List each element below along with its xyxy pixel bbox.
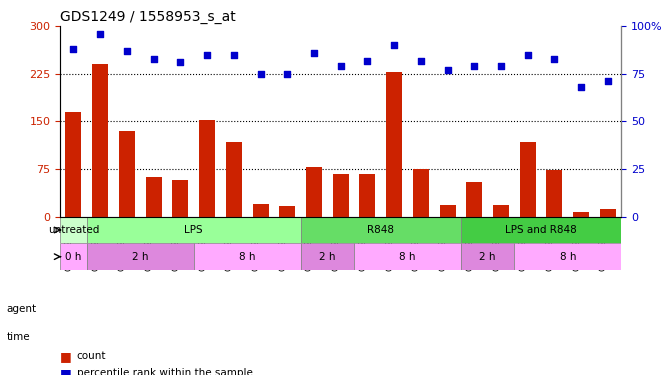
Point [228,52,239,58]
FancyBboxPatch shape [354,243,461,270]
Point [202,52,212,58]
Text: count: count [77,351,106,361]
Text: 8 h: 8 h [399,252,415,262]
Bar [146,177,162,217]
FancyBboxPatch shape [301,243,354,270]
Bar [440,205,456,217]
Text: LPS and R848: LPS and R848 [505,225,577,235]
Bar [466,182,482,217]
FancyBboxPatch shape [87,217,301,243]
Bar [279,206,295,217]
Bar [65,112,81,217]
Point [309,50,319,56]
Bar [600,209,616,217]
Point [175,59,186,65]
Text: percentile rank within the sample: percentile rank within the sample [77,368,253,375]
Text: 2 h: 2 h [319,252,335,262]
Point [282,71,293,77]
FancyBboxPatch shape [60,243,87,270]
Bar [119,131,135,217]
Point [389,42,399,48]
Bar [493,205,509,217]
FancyBboxPatch shape [301,217,461,243]
Point [603,78,613,84]
Text: R848: R848 [367,225,394,235]
Text: ■: ■ [60,367,72,375]
Point [576,84,587,90]
Text: GDS1249 / 1558953_s_at: GDS1249 / 1558953_s_at [60,10,236,24]
Bar [386,72,402,217]
Bar [199,120,215,217]
FancyBboxPatch shape [194,243,301,270]
Point [122,48,132,54]
Bar [306,167,322,217]
Point [335,63,346,69]
Text: 2 h: 2 h [480,252,496,262]
Bar [226,142,242,217]
Bar [413,169,429,217]
FancyBboxPatch shape [87,243,194,270]
FancyBboxPatch shape [514,243,621,270]
Bar [253,204,269,217]
Point [496,63,506,69]
Bar [546,170,562,217]
Text: ■: ■ [60,350,72,363]
FancyBboxPatch shape [461,243,514,270]
Bar [333,174,349,217]
Point [68,46,79,52]
Text: 0 h: 0 h [65,252,81,262]
FancyBboxPatch shape [60,217,87,243]
Bar [520,142,536,217]
Point [148,56,159,62]
Point [362,57,373,63]
Text: time: time [7,333,30,342]
Bar [172,180,188,217]
Point [442,67,453,73]
Text: agent: agent [7,304,37,314]
FancyBboxPatch shape [461,217,621,243]
Text: LPS: LPS [184,225,203,235]
Bar [573,211,589,217]
Bar [359,174,375,217]
Point [255,71,266,77]
Text: 8 h: 8 h [239,252,255,262]
Text: 8 h: 8 h [560,252,576,262]
Text: untreated: untreated [48,225,99,235]
Point [415,57,426,63]
Point [469,63,480,69]
Text: 2 h: 2 h [132,252,148,262]
Bar [92,64,108,217]
Point [95,31,106,37]
Point [522,52,533,58]
Point [549,56,560,62]
